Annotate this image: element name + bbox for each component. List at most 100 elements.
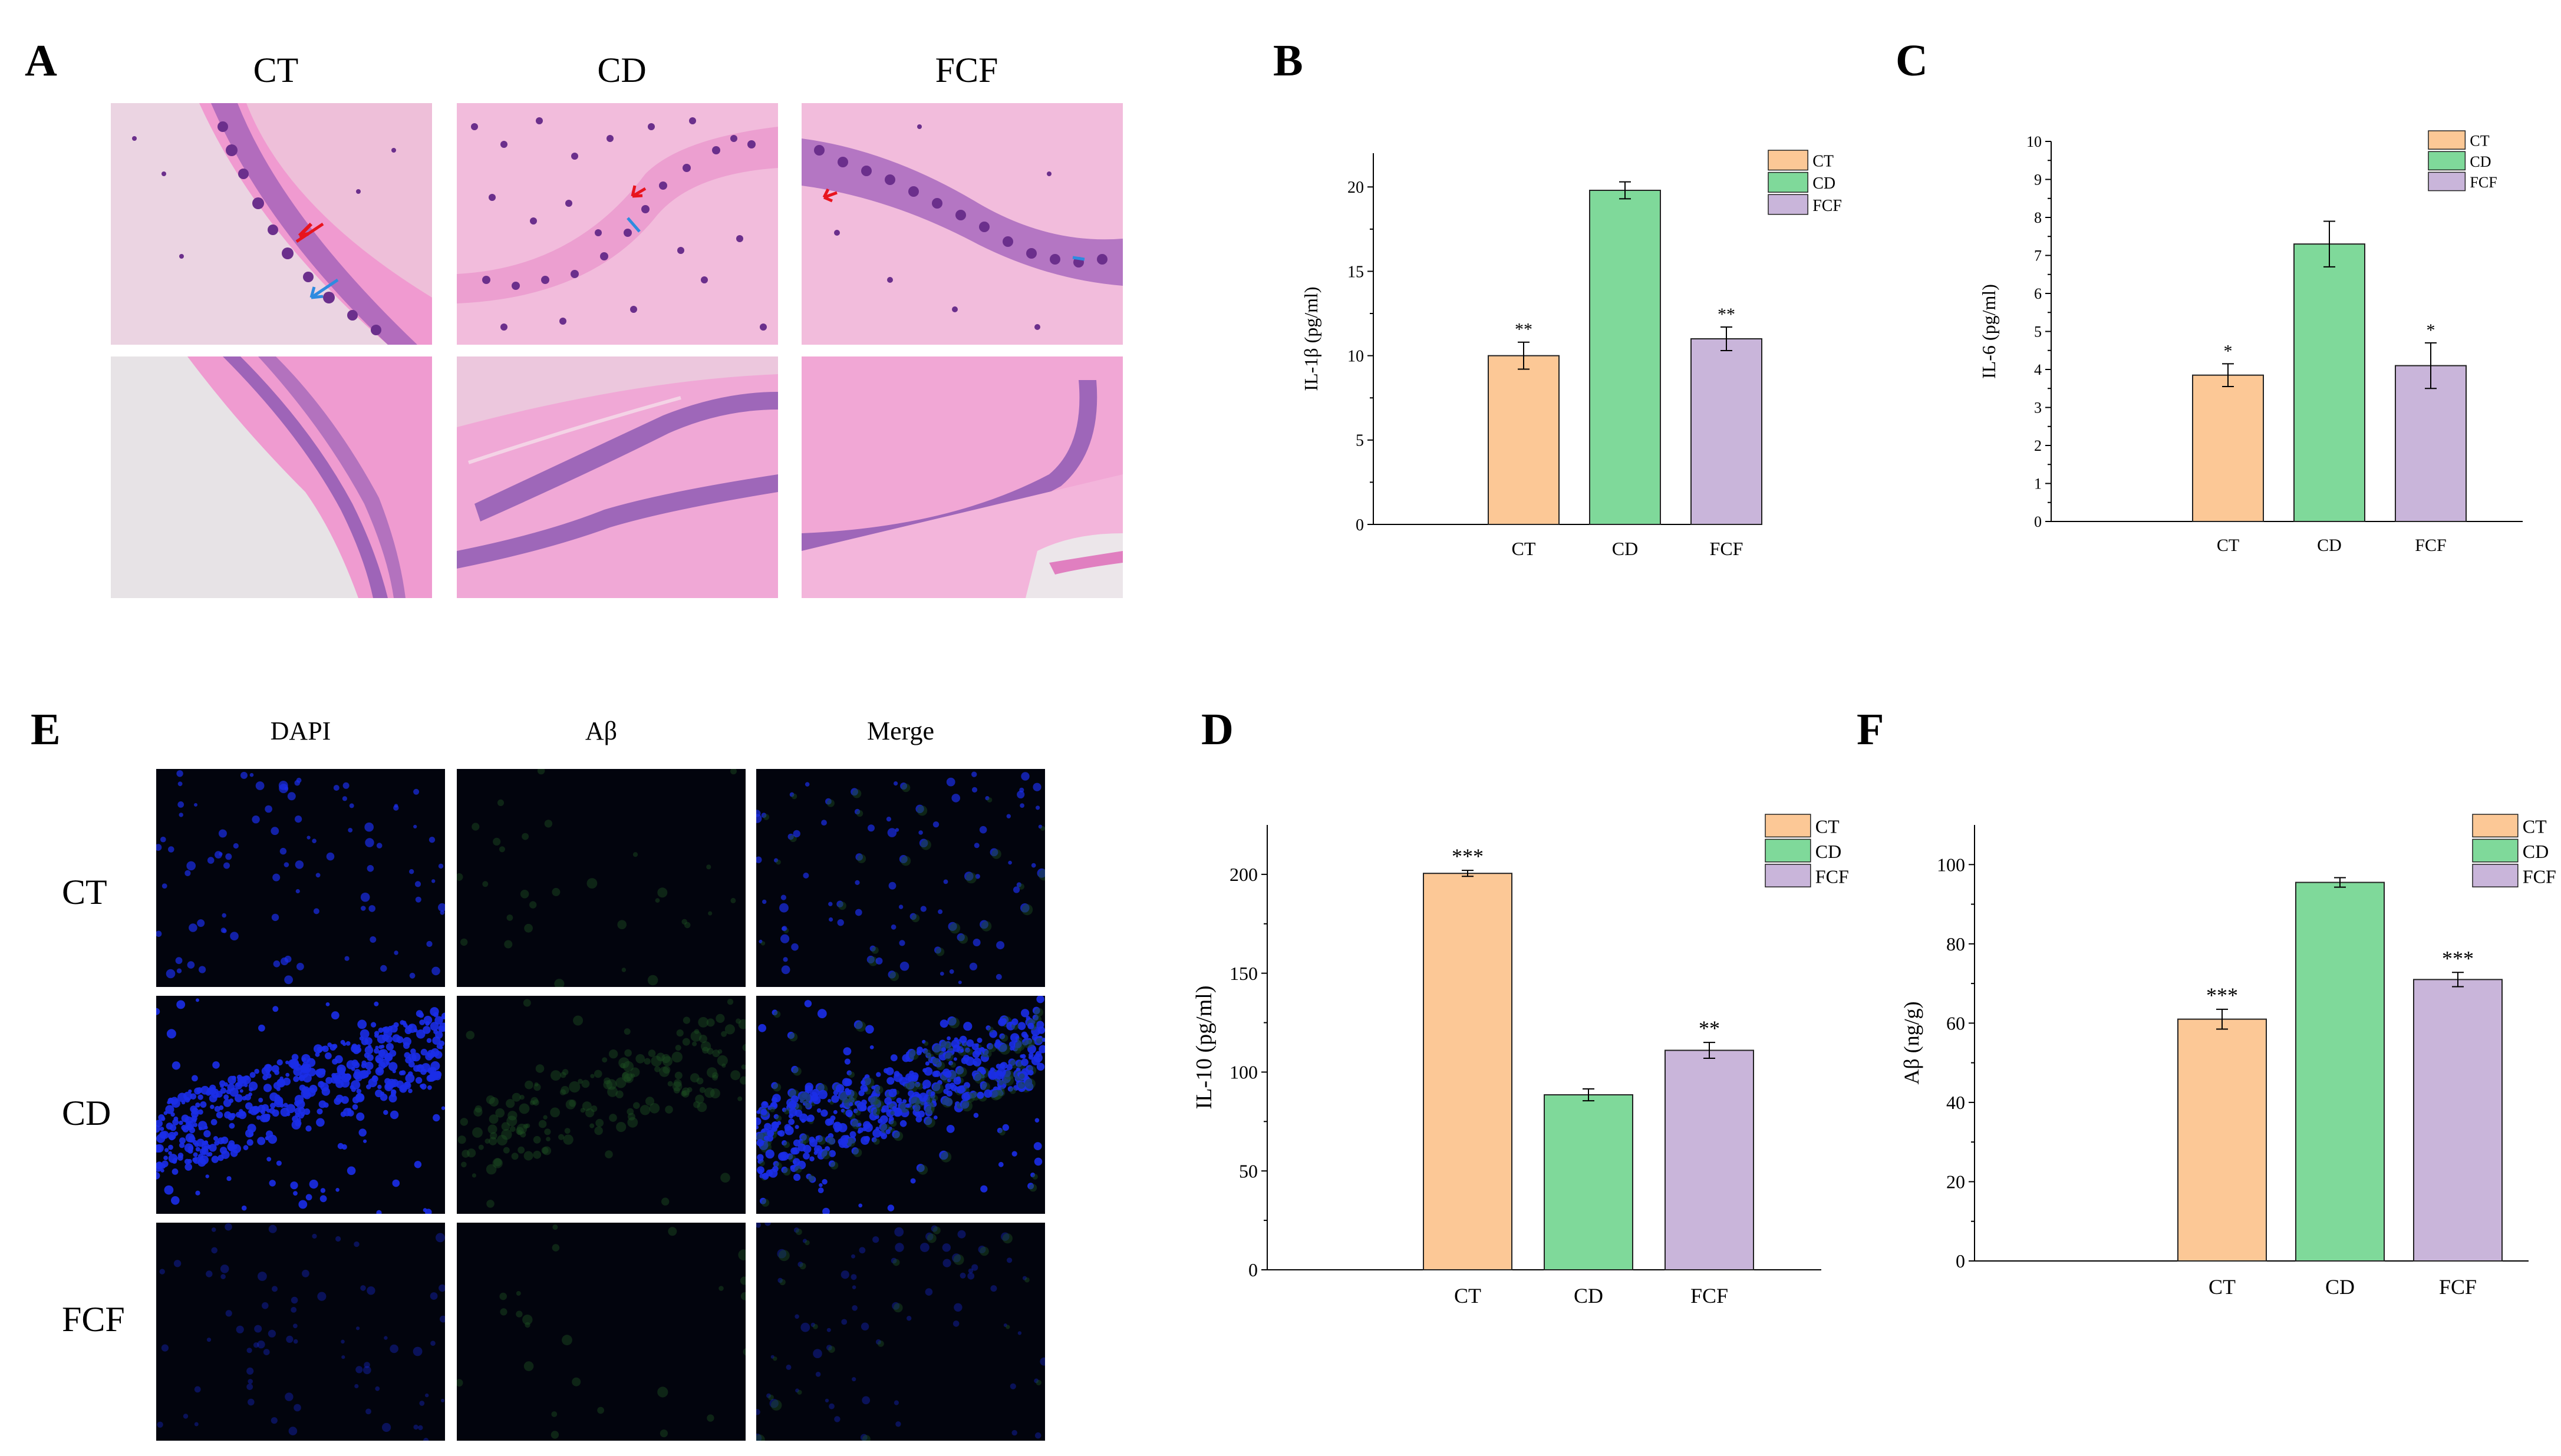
y-tick-label: 2 — [2034, 437, 2042, 454]
y-tick-label: 0 — [1356, 516, 1364, 534]
ifl-column-title-merge: Merge — [866, 717, 935, 745]
panel-label-d: D — [1201, 705, 1234, 754]
y-tick-label: 15 — [1347, 263, 1364, 281]
legend-swatch — [1768, 150, 1808, 171]
y-axis-label: IL-6 (pg/ml) — [1978, 284, 1999, 379]
y-axis-label: Aβ (ng/g) — [1900, 1001, 1923, 1084]
ifl-image-ct-abeta — [457, 769, 746, 987]
ifl-image-ct-merge — [756, 769, 1045, 987]
legend-label: FCF — [1812, 197, 1842, 215]
legend-swatch — [1768, 194, 1808, 215]
legend-swatch — [2428, 130, 2466, 150]
bar-ct — [2192, 374, 2264, 522]
ifl-column-title-dapi: DAPI — [270, 717, 331, 745]
legend-label: CD — [2523, 841, 2549, 862]
micrograph-speckles — [457, 999, 746, 1208]
legend-label: CT — [2523, 816, 2547, 837]
x-tick-label: CT — [2217, 536, 2239, 555]
legend-swatch — [1765, 838, 1811, 863]
y-tick-label: 1 — [2034, 476, 2042, 493]
y-tick-label: 20 — [1347, 179, 1364, 197]
ifl-image-cd-abeta — [457, 996, 746, 1214]
x-tick-label: FCF — [2439, 1275, 2477, 1299]
bar-chart-il10: 0 50 100 150 200 IL-10 (pg/ml) *** CT CD ** FCF CT C… — [1192, 814, 1849, 1308]
y-tick-label: 40 — [1946, 1092, 1965, 1113]
micrograph-speckles — [156, 998, 445, 1214]
significance-marker: * — [2427, 321, 2435, 340]
he-image-cd-high-mag — [457, 103, 778, 345]
y-tick-label: 80 — [1946, 933, 1965, 955]
legend-swatch — [2472, 864, 2519, 887]
bar-chart-abeta: 0 20 40 60 80 100 Aβ (ng/g) *** CT CD *** FCF CT CD FC… — [1900, 814, 2556, 1299]
micrograph-speckles — [457, 1224, 746, 1439]
x-tick-label: CD — [2317, 536, 2342, 555]
he-image-ct-low-mag — [111, 356, 432, 598]
micrograph-speckles — [756, 771, 1045, 985]
legend-swatch — [1765, 864, 1811, 887]
micrograph-speckles — [157, 1223, 445, 1441]
panel-label-f: F — [1857, 705, 1884, 754]
significance-marker: *** — [2206, 983, 2238, 1007]
x-tick-label: FCF — [1690, 1284, 1728, 1308]
ifl-image-fcf-dapi — [156, 1223, 445, 1441]
he-image-cd-low-mag — [457, 356, 778, 598]
y-tick-label: 10 — [1347, 347, 1364, 365]
bar-cd — [1589, 190, 1661, 525]
y-tick-label: 5 — [2034, 323, 2042, 341]
legend-label: FCF — [2470, 174, 2497, 191]
legend-swatch — [1768, 171, 1808, 193]
y-axis-label: IL-10 (pg/ml) — [1192, 985, 1217, 1109]
bar-fcf — [2395, 365, 2467, 522]
significance-marker: * — [2224, 341, 2233, 361]
legend-label: CD — [2470, 153, 2491, 170]
bar-chart-il1b: 0 5 10 15 20 IL-1β (pg/ml) ** CT CD ** FCF CT CD FCF — [1300, 150, 1842, 559]
he-column-title-ct: CT — [253, 51, 299, 90]
y-tick-label: 0 — [1956, 1250, 1965, 1272]
y-tick-label: 100 — [1937, 854, 1965, 875]
y-tick-label: 60 — [1946, 1013, 1965, 1034]
ifl-image-cd-merge — [756, 996, 1045, 1214]
ifl-image-ct-dapi — [156, 769, 445, 987]
legend-label: FCF — [1815, 866, 1849, 887]
significance-marker: ** — [1699, 1016, 1720, 1040]
y-tick-label: 6 — [2034, 285, 2042, 302]
ifl-column-title-abeta: Aβ — [585, 717, 618, 745]
legend-label: CT — [2470, 133, 2489, 150]
panel-label-e: E — [31, 705, 61, 754]
legend-label: FCF — [2523, 866, 2556, 887]
bar-ct — [1488, 355, 1560, 525]
ifl-image-cd-dapi — [156, 996, 445, 1214]
y-tick-label: 50 — [1239, 1160, 1258, 1181]
y-tick-label: 3 — [2034, 400, 2042, 417]
micrograph-speckles — [156, 770, 445, 985]
x-tick-label: CD — [2325, 1275, 2355, 1299]
legend-label: CT — [1812, 153, 1834, 171]
significance-marker: *** — [2442, 946, 2474, 970]
x-tick-label: CT — [1512, 538, 1536, 559]
he-column-title-fcf: FCF — [935, 51, 998, 90]
micrograph-speckles — [756, 1223, 1045, 1441]
he-image-fcf-high-mag — [802, 103, 1123, 345]
x-tick-label: CD — [1612, 538, 1638, 559]
y-tick-label: 10 — [2026, 133, 2042, 150]
legend-label: CD — [1812, 174, 1835, 193]
bar-cd — [1544, 1094, 1633, 1270]
legend-swatch — [2428, 171, 2466, 192]
ifl-row-label-ct: CT — [62, 873, 107, 912]
micrograph-speckles — [457, 769, 737, 987]
ifl-row-label-cd: CD — [62, 1094, 111, 1133]
bar-cd — [2293, 243, 2365, 522]
ifl-image-fcf-abeta — [457, 1223, 746, 1441]
legend-label: CT — [1815, 816, 1840, 837]
y-axis-label: IL-1β (pg/ml) — [1300, 286, 1321, 391]
panel-label-a: A — [25, 36, 57, 85]
bar-ct — [1423, 873, 1512, 1270]
legend-label: CD — [1815, 841, 1841, 862]
y-tick-label: 150 — [1230, 963, 1258, 984]
bar-cd — [2295, 881, 2385, 1262]
bar-fcf — [1690, 338, 1762, 525]
x-tick-label: FCF — [2415, 536, 2446, 555]
y-tick-label: 8 — [2034, 209, 2042, 226]
y-tick-label: 5 — [1356, 432, 1364, 450]
x-tick-label: CD — [1574, 1284, 1603, 1308]
